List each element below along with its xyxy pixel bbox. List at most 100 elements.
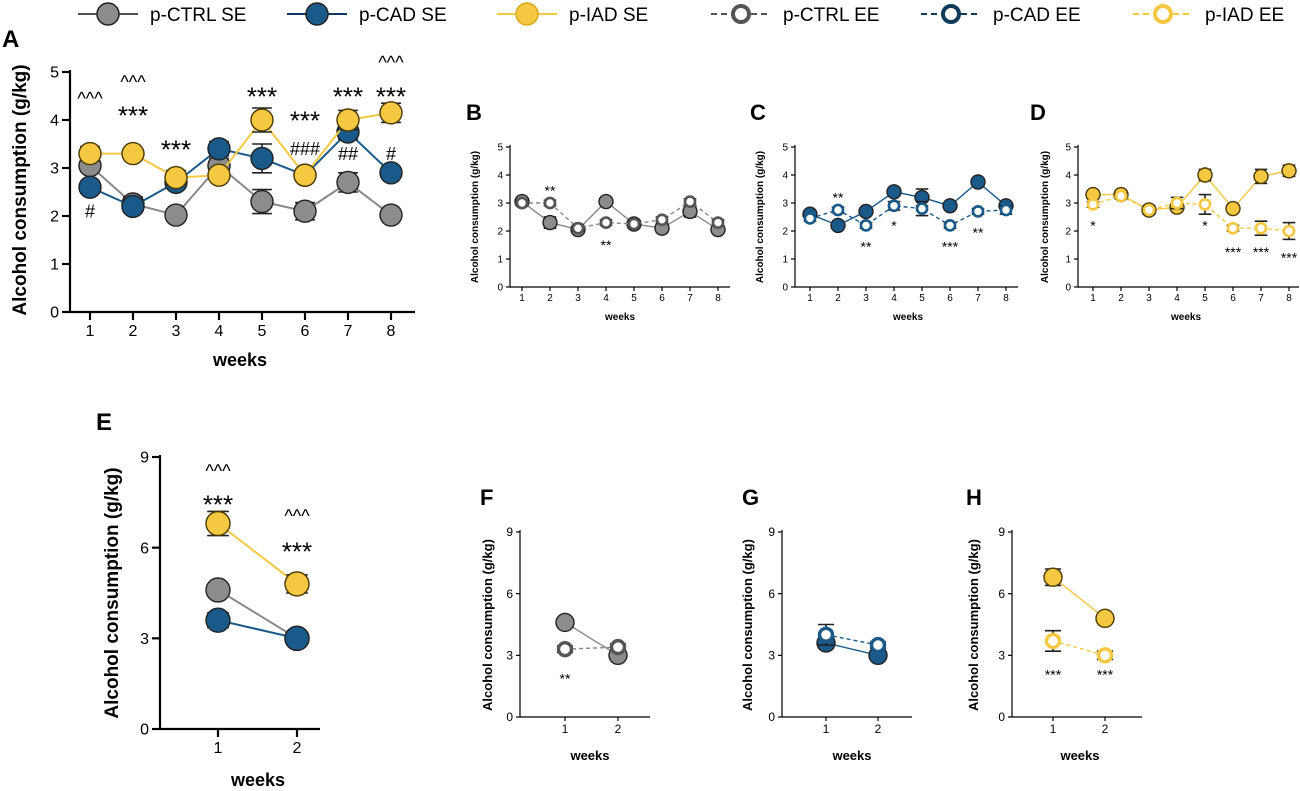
significance-annotation: ^^^ — [205, 461, 231, 481]
data-point — [164, 203, 188, 227]
x-tick-label: 8 — [1003, 293, 1009, 304]
data-point — [336, 170, 360, 195]
series-p-iad-se — [78, 101, 403, 190]
y-tick-label: 5 — [497, 143, 503, 154]
significance-annotation: ** — [973, 224, 984, 240]
data-point — [1114, 189, 1128, 203]
series-line — [825, 634, 879, 646]
panel-letter: F — [480, 485, 493, 510]
significance-annotation: ^^^ — [284, 506, 310, 526]
data-point — [1044, 632, 1062, 650]
legend-marker — [731, 4, 751, 24]
y-tick-label: 0 — [140, 722, 149, 739]
y-tick-label: 4 — [497, 171, 503, 182]
data-point — [121, 141, 145, 166]
y-tick-label: 3 — [768, 649, 775, 663]
panel-a: A 0 1 2 3 4 5 1 2 3 4 5 6 7 8 Alcohol consumption (g/kg… — [2, 26, 415, 370]
x-tick-label: 5 — [919, 293, 925, 304]
panel-letter: C — [750, 100, 766, 125]
significance-annotation: *** — [1097, 666, 1114, 682]
data-point — [1142, 203, 1156, 217]
legend-marker — [96, 2, 120, 26]
significance-annotation: *** — [333, 82, 363, 112]
series-p-cad-se — [78, 120, 403, 219]
panel-letter: G — [742, 485, 759, 510]
significance-annotation: * — [1090, 217, 1096, 233]
x-tick-label: 4 — [215, 323, 224, 340]
data-point — [293, 163, 317, 187]
data-point — [336, 108, 360, 132]
significance-annotation: * — [1202, 217, 1208, 233]
y-axis-label: Alcohol consumption (g/kg) — [10, 64, 31, 315]
y-tick-label: 6 — [140, 540, 149, 557]
y-tick-label: 0 — [1065, 283, 1071, 294]
data-point — [999, 203, 1013, 217]
data-point — [830, 217, 846, 234]
y-tick-label: 0 — [782, 283, 788, 294]
x-tick-label: 3 — [172, 323, 181, 340]
data-point — [655, 213, 669, 227]
data-point — [1086, 198, 1100, 211]
data-point — [1043, 567, 1063, 587]
data-point — [943, 219, 957, 232]
x-tick-label: 8 — [715, 293, 721, 304]
x-tick-label: 6 — [659, 293, 665, 304]
series-p-iad-ee — [1086, 189, 1296, 241]
data-point — [971, 205, 985, 218]
y-tick-label: 3 — [506, 649, 513, 663]
significance-annotation: *** — [290, 106, 320, 136]
data-point — [571, 221, 585, 235]
y-tick-label: 9 — [998, 525, 1005, 539]
x-tick-label: 1 — [519, 293, 525, 304]
x-tick-label: 2 — [835, 293, 841, 304]
significance-annotation: *** — [1253, 244, 1270, 260]
y-axis-label: Alcohol consumption (g/kg) — [755, 151, 766, 283]
data-point — [250, 189, 274, 214]
significance-annotation: *** — [247, 82, 277, 112]
panel-letter: H — [966, 485, 982, 510]
legend-label: p-IAD SE — [569, 5, 648, 26]
y-tick-label: 1 — [1065, 255, 1071, 266]
data-point — [205, 510, 231, 537]
y-tick-label: 3 — [140, 631, 149, 648]
y-tick-label: 1 — [50, 257, 59, 274]
data-point — [1096, 647, 1114, 664]
series-line — [564, 621, 619, 656]
legend-label: p-CAD EE — [993, 5, 1081, 26]
data-point — [1254, 221, 1268, 235]
significance-annotation: *** — [118, 101, 148, 131]
y-tick-label: 6 — [998, 587, 1005, 601]
series-p-cad-ee — [803, 199, 1013, 232]
y-axis-label: Alcohol consumption (g/kg) — [480, 539, 495, 711]
series-p-ctrl-se — [78, 153, 403, 227]
panel-letter: D — [1030, 100, 1046, 125]
data-point — [205, 577, 231, 603]
data-point — [379, 161, 403, 185]
x-tick-label: 4 — [891, 293, 897, 304]
y-tick-label: 2 — [1065, 227, 1071, 238]
data-point — [1282, 224, 1296, 238]
data-point — [205, 607, 231, 633]
x-axis-label: weeks — [831, 748, 871, 763]
significance-annotation: *** — [282, 536, 312, 566]
data-point — [293, 199, 317, 223]
significance-annotation: ** — [861, 238, 872, 254]
x-axis-label: weeks — [230, 770, 285, 790]
data-point — [543, 196, 557, 210]
y-tick-label: 0 — [50, 305, 59, 322]
x-tick-label: 6 — [1230, 293, 1236, 304]
data-point — [207, 137, 231, 161]
x-tick-label: 1 — [1090, 293, 1096, 304]
data-point — [1095, 608, 1115, 629]
y-tick-label: 2 — [782, 227, 788, 238]
series-p-cad-se — [205, 607, 310, 652]
data-point — [1226, 221, 1240, 235]
significance-annotation: ^^^ — [77, 89, 103, 109]
y-tick-label: 5 — [1065, 143, 1071, 154]
y-tick-label: 3 — [998, 649, 1005, 663]
x-axis-label: weeks — [1170, 312, 1201, 323]
y-axis-label: Alcohol consumption (g/kg) — [740, 539, 755, 711]
data-point — [1225, 200, 1241, 217]
legend-marker — [1153, 4, 1173, 24]
